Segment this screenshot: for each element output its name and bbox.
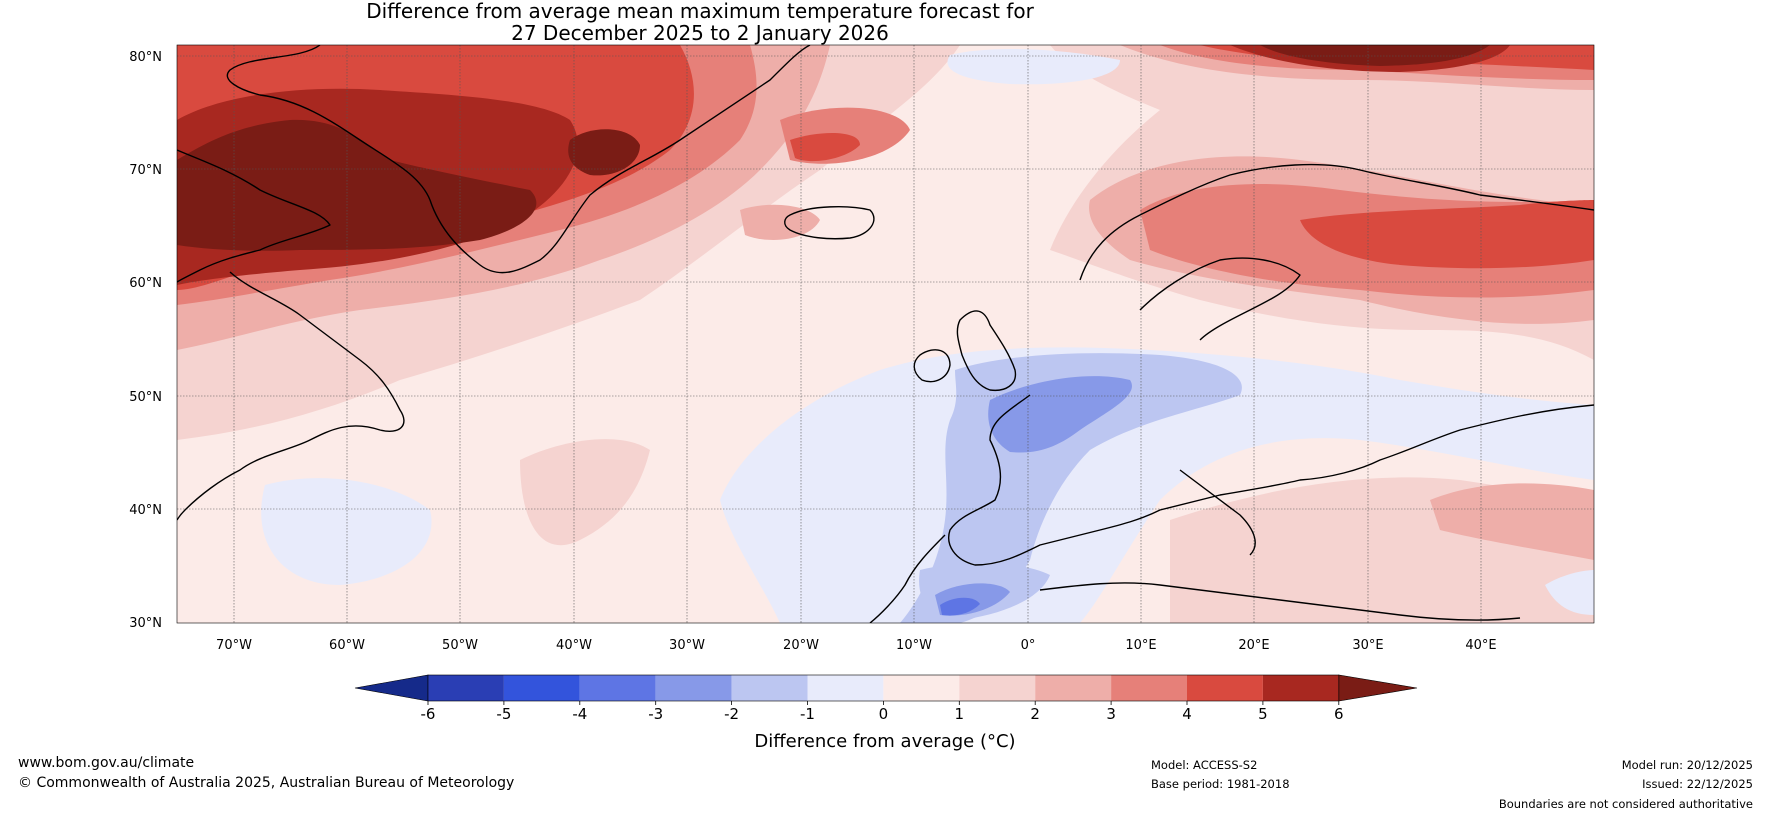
footer-issued: Issued: 22/12/2025 bbox=[1642, 777, 1753, 791]
colorbar-tick-label: 1 bbox=[955, 705, 965, 723]
coast-labrador bbox=[177, 271, 405, 521]
lon-label-0: 0° bbox=[1021, 638, 1036, 653]
colorbar-tick-label: -1 bbox=[800, 705, 815, 723]
lat-label-50n: 50°N bbox=[129, 390, 162, 405]
footer-base-period: Base period: 1981-2018 bbox=[1151, 777, 1290, 791]
lon-label-20w: 20°W bbox=[783, 638, 819, 653]
coast-iceland bbox=[784, 206, 875, 240]
coast-western-europe bbox=[948, 394, 1594, 566]
footer-disclaimer: Boundaries are not considered authoritat… bbox=[1498, 797, 1753, 811]
colorbar-tick-label: 4 bbox=[1182, 705, 1192, 723]
colorbar-extend-high bbox=[1338, 674, 1418, 702]
coast-britain bbox=[956, 310, 1017, 392]
coast-greenland bbox=[226, 45, 811, 274]
lon-label-30e: 30°E bbox=[1352, 638, 1383, 653]
lon-label-10e: 10°E bbox=[1125, 638, 1156, 653]
lat-label-80n: 80°N bbox=[129, 50, 162, 65]
lat-label-60n: 60°N bbox=[129, 276, 162, 291]
colorbar-segment bbox=[655, 675, 732, 701]
colorbar-segment bbox=[883, 675, 960, 701]
colorbar-label: Difference from average (°C) bbox=[754, 731, 1015, 752]
colorbar-tick-label: 0 bbox=[879, 705, 889, 723]
lat-labels: 80°N 70°N 60°N 50°N 40°N 30°N bbox=[129, 50, 162, 631]
colorbar-segment bbox=[503, 675, 580, 701]
anomaly-band-above-6 bbox=[177, 45, 1490, 251]
coast-mediterranean-africa bbox=[1039, 582, 1521, 621]
lat-label-70n: 70°N bbox=[129, 163, 162, 178]
coastlines bbox=[177, 45, 1594, 623]
lon-label-60w: 60°W bbox=[329, 638, 365, 653]
lon-label-50w: 50°W bbox=[442, 638, 478, 653]
coast-baltic bbox=[1139, 257, 1301, 341]
colorbar-segment bbox=[1035, 675, 1112, 701]
anomaly-band-minus-4-minus-3 bbox=[940, 597, 980, 616]
colorbar-tick-label: -3 bbox=[648, 705, 663, 723]
colorbar-tick-label: -6 bbox=[421, 705, 436, 723]
colorbar: -6 -5 -4 -3 -2 -1 0 1 2 3 4 5 6 bbox=[354, 674, 1418, 723]
lon-label-70w: 70°W bbox=[216, 638, 252, 653]
colorbar-segment bbox=[428, 675, 504, 701]
colorbar-segment bbox=[959, 675, 1036, 701]
colorbar-tick-label: 5 bbox=[1258, 705, 1268, 723]
colorbar-segment bbox=[1187, 675, 1263, 701]
footer-model-run: Model run: 20/12/2025 bbox=[1621, 758, 1753, 772]
lon-label-10w: 10°W bbox=[896, 638, 932, 653]
colorbar-segment bbox=[1262, 675, 1339, 701]
graticule bbox=[177, 45, 1594, 623]
coast-scandinavia bbox=[1079, 163, 1594, 281]
lon-label-40w: 40°W bbox=[556, 638, 592, 653]
footer-url: www.bom.gov.au/climate bbox=[18, 755, 195, 771]
map-frame bbox=[176, 44, 1595, 624]
lat-label-40n: 40°N bbox=[129, 503, 162, 518]
colorbar-segment bbox=[731, 675, 808, 701]
colorbar-tick-label: -4 bbox=[572, 705, 587, 723]
title-line-2: 27 December 2025 to 2 January 2026 bbox=[511, 21, 889, 45]
lat-label-30n: 30°N bbox=[129, 616, 162, 631]
coast-italy bbox=[1179, 469, 1256, 556]
colorbar-segment bbox=[807, 675, 884, 701]
coast-ireland bbox=[913, 349, 951, 383]
colorbar-tick-label: 6 bbox=[1334, 705, 1344, 723]
coast-iberia-africa bbox=[869, 534, 946, 623]
colorbar-tick-label: 2 bbox=[1030, 705, 1040, 723]
colorbar-segment bbox=[1111, 675, 1187, 701]
colorbar-extend-low bbox=[354, 674, 429, 702]
coast-baffin bbox=[177, 149, 331, 283]
lon-label-30w: 30°W bbox=[669, 638, 705, 653]
colorbar-segment bbox=[579, 675, 656, 701]
title-line-1: Difference from average mean maximum tem… bbox=[366, 0, 1034, 23]
anomaly-field bbox=[177, 45, 1594, 623]
lon-label-20e: 20°E bbox=[1238, 638, 1269, 653]
colorbar-tick-label: -5 bbox=[496, 705, 511, 723]
colorbar-tick-label: -2 bbox=[724, 705, 739, 723]
footer-copyright: © Commonwealth of Australia 2025, Austra… bbox=[18, 775, 515, 791]
colorbar-tick-label: 3 bbox=[1106, 705, 1116, 723]
lon-label-40e: 40°E bbox=[1465, 638, 1496, 653]
lon-labels: 70°W 60°W 50°W 40°W 30°W 20°W 10°W 0° 10… bbox=[216, 638, 1497, 653]
footer-model: Model: ACCESS-S2 bbox=[1151, 758, 1258, 772]
